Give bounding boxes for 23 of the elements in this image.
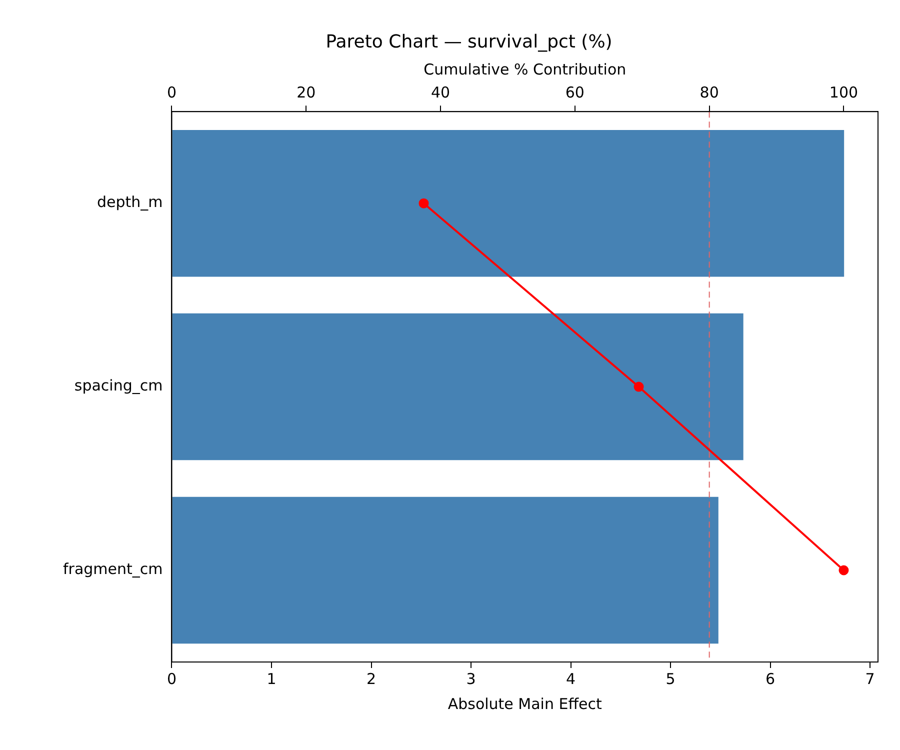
y-tick-label: spacing_cm	[74, 376, 163, 395]
x-tick-label: 0	[166, 670, 177, 688]
x-tick-label: 5	[666, 670, 676, 688]
y-tick-label: fragment_cm	[63, 560, 163, 578]
x2-tick-label: 0	[166, 83, 177, 102]
y-tick-label: depth_m	[96, 193, 163, 212]
x-tick-label: 7	[865, 670, 875, 688]
x-tick-label: 4	[566, 670, 576, 688]
x2-tick-label: 100	[829, 83, 858, 102]
x-axis-title: Absolute Main Effect	[448, 694, 602, 713]
x2-tick-label: 60	[565, 83, 584, 102]
x2-tick-label: 80	[700, 83, 719, 102]
x2-tick-label: 40	[430, 83, 450, 102]
x2-axis-title: Cumulative % Contribution	[424, 60, 626, 78]
point	[838, 565, 849, 576]
x-tick-label: 2	[366, 670, 376, 688]
point	[418, 198, 429, 208]
point	[634, 382, 644, 392]
x2-tick-label: 20	[296, 83, 316, 102]
x-tick-label: 6	[765, 670, 776, 688]
x-tick-label: 1	[266, 670, 276, 688]
chart-title: Pareto Chart — survival_pct (%)	[326, 31, 612, 52]
x-tick-label: 3	[466, 670, 476, 688]
